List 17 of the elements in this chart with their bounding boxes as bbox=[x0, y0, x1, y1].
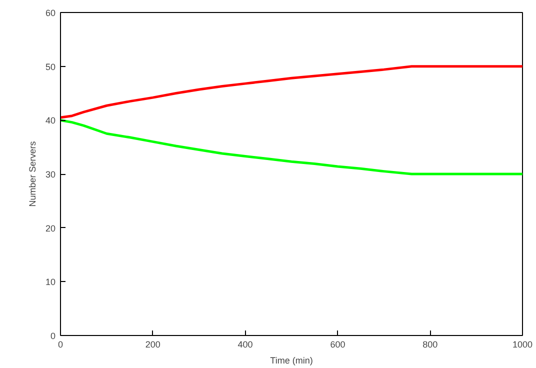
y-tick-label: 50 bbox=[45, 62, 56, 72]
x-tick-label: 800 bbox=[422, 340, 438, 350]
y-axis-title: Number Servers bbox=[27, 140, 38, 207]
y-tick-label: 20 bbox=[45, 223, 56, 234]
x-tick-label: 600 bbox=[330, 340, 346, 350]
x-tick-label: 0 bbox=[58, 340, 64, 350]
x-tick-label: 400 bbox=[238, 340, 253, 350]
x-axis-title: Time (min) bbox=[270, 356, 313, 366]
x-tick-label: 200 bbox=[145, 340, 160, 350]
y-tick-label: 60 bbox=[45, 8, 56, 18]
y-tick-label: 30 bbox=[45, 170, 56, 180]
line-series bbox=[60, 118, 522, 176]
y-tick-label: 10 bbox=[45, 277, 56, 288]
line-series bbox=[60, 65, 522, 119]
y-tick-label: 0 bbox=[50, 331, 56, 341]
y-tick-label: 40 bbox=[45, 116, 56, 126]
x-tick-label: 1000 bbox=[512, 340, 533, 350]
